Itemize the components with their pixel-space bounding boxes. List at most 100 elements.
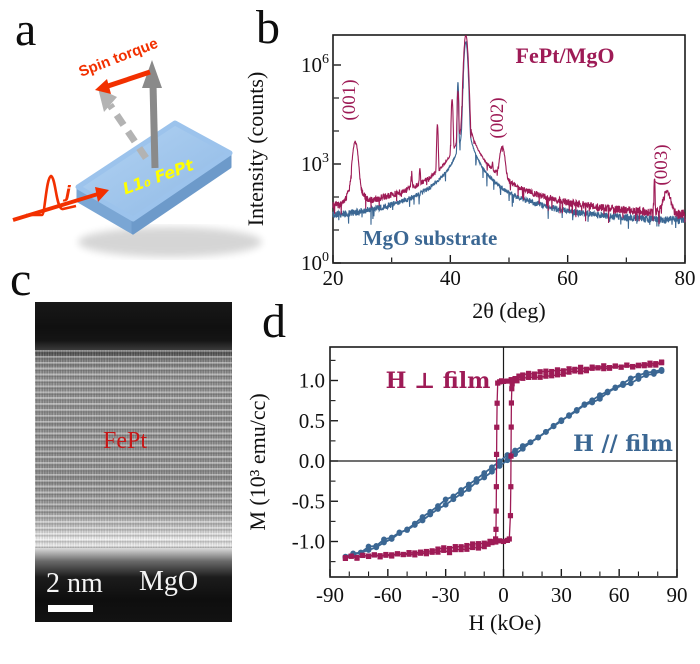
loop-marker-square	[510, 377, 516, 383]
loop-marker-circle	[496, 458, 503, 465]
loop-marker-circle	[535, 434, 542, 441]
loop-marker-square	[435, 549, 441, 555]
loop-marker-square	[495, 380, 501, 386]
loop-marker-square	[441, 547, 447, 553]
loop-marker-square	[360, 552, 366, 558]
loop-marker-square	[525, 370, 532, 377]
loop-marker-circle	[596, 392, 603, 399]
xrd-x-tick-label: 60	[557, 266, 578, 290]
loop-marker-square	[508, 484, 514, 490]
loop-marker-circle	[643, 369, 650, 376]
xrd-series1-label: FePt/MgO	[516, 43, 615, 68]
loop-marker-square	[389, 552, 395, 558]
loop-marker-circle	[473, 478, 480, 485]
loop-marker-square	[464, 542, 470, 549]
loop-marker-circle	[481, 474, 488, 481]
loop-marker-square	[423, 551, 429, 557]
loop-marker-circle	[365, 543, 372, 550]
loop-marker-square	[507, 513, 514, 519]
loop-marker-circle	[373, 543, 380, 549]
loop-marker-square	[520, 372, 526, 378]
loop-marker-square	[493, 508, 499, 514]
panel-d-letter: d	[262, 295, 286, 348]
xrd-series-fept-mgo	[332, 35, 686, 225]
xrd-series-mgo-substrate	[332, 41, 686, 229]
loop-marker-circle	[458, 490, 464, 497]
loop-marker-square	[647, 362, 653, 368]
loop-marker-circle	[489, 464, 495, 471]
loop-y-tick-label: 1.0	[299, 369, 325, 393]
loop-marker-circle	[411, 522, 418, 528]
tilted-magnetization-arrow	[98, 88, 149, 160]
xrd-peak-label-002: (002)	[487, 97, 508, 138]
loop-marker-circle	[527, 439, 534, 446]
loop-marker-square	[458, 546, 464, 553]
loop-marker-circle	[573, 407, 580, 413]
loop-marker-square	[452, 546, 458, 553]
panel-c-tem-image: FePt MgO 2 nm	[35, 302, 232, 622]
loop-marker-square	[566, 369, 572, 375]
loop-marker-square	[508, 453, 514, 459]
loop-marker-circle	[558, 418, 565, 425]
loop-axes: -90 -60 -30 0 30 60 90 1.0 0.5 0.0 -0.5 -1.0	[292, 346, 688, 607]
loop-marker-circle	[581, 401, 588, 408]
loop-marker-circle	[427, 511, 434, 518]
loop-marker-square	[560, 368, 566, 374]
loop-marker-square	[578, 369, 584, 375]
loop-marker-circle	[589, 397, 596, 404]
loop-marker-square	[429, 549, 435, 555]
loop-y-tick-label: -1.0	[292, 530, 325, 554]
loop-marker-circle	[435, 506, 441, 512]
panel-d-hysteresis-chart: -90 -60 -30 0 30 60 90 1.0 0.5 0.0 -0.5 -1.0 H ⊥ fi…	[245, 346, 688, 635]
loop-marker-square	[630, 364, 636, 370]
loop-marker-square	[554, 367, 561, 373]
loop-marker-square	[554, 372, 561, 378]
loop-marker-circle	[489, 468, 495, 475]
panel-b-letter: b	[256, 1, 280, 54]
loop-marker-circle	[442, 501, 449, 508]
loop-marker-square	[509, 386, 515, 392]
tem-lattice-fringes	[35, 350, 232, 549]
loop-marker-square	[494, 400, 500, 406]
loop-x-tick-label: 90	[667, 583, 688, 607]
loop-marker-square	[492, 536, 499, 542]
loop-marker-square	[406, 551, 412, 557]
xrd-x-tick-label: 40	[440, 266, 461, 290]
loop-marker-circle	[519, 445, 526, 452]
loop-marker-square	[481, 540, 487, 546]
loop-marker-square	[365, 553, 372, 560]
loop-marker-square	[516, 373, 522, 379]
loop-x-tick-label: 30	[551, 583, 572, 607]
xrd-x-tick-label: 80	[675, 266, 696, 290]
loop-marker-square	[531, 374, 537, 380]
loop-x-tick-label: -60	[374, 583, 402, 607]
loop-marker-square	[400, 551, 406, 558]
loop-marker-square	[493, 451, 500, 457]
loop-marker-square	[412, 552, 418, 558]
loop-marker-square	[371, 552, 377, 558]
loop-marker-square	[641, 363, 647, 369]
loop-marker-square	[543, 368, 549, 374]
xrd-peak-label-003: (003)	[651, 144, 672, 185]
tem-scalebar	[48, 605, 93, 612]
loop-x-tick-label: 0	[498, 583, 509, 607]
xrd-peak-label-001: (001)	[339, 79, 360, 120]
current-arrow	[12, 187, 109, 222]
loop-series1-label: H ⊥ film	[386, 368, 491, 394]
loop-marker-square	[618, 364, 624, 370]
loop-x-tick-label: -30	[432, 583, 460, 607]
tem-scalebar-label: 2 nm	[46, 568, 103, 599]
loop-marker-square	[601, 366, 607, 372]
loop-marker-square	[508, 400, 515, 406]
loop-marker-circle	[658, 366, 665, 373]
loop-marker-circle	[550, 423, 557, 430]
loop-marker-circle	[612, 384, 619, 391]
loop-marker-circle	[481, 470, 488, 476]
loop-marker-square	[383, 551, 389, 558]
loop-marker-circle	[442, 496, 449, 503]
loop-marker-square	[354, 555, 360, 561]
loop-marker-circle	[620, 380, 626, 387]
loop-marker-square	[508, 424, 514, 430]
loop-x-axis-title: H (kOe)	[469, 610, 542, 635]
